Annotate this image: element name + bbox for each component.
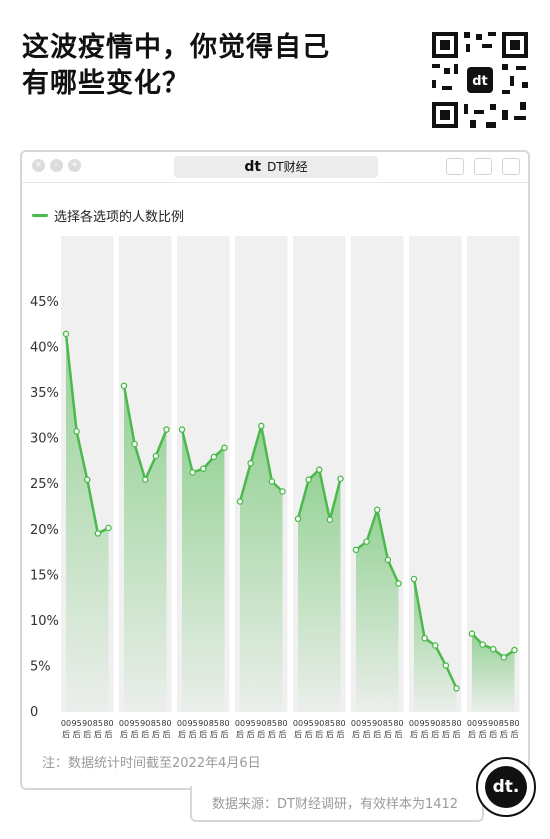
dt-logo: dt. <box>476 757 536 817</box>
panel-title: 和身边人 的关系更 亲密 <box>179 247 228 293</box>
legend-label: 选择各选项的人数比例 <box>54 210 185 225</box>
share-icon <box>474 158 492 175</box>
window-title-bar: × – + dt DT财经 <box>22 152 528 183</box>
panel-title: 体重提升 <box>121 247 170 261</box>
panel-title: 体重减轻 <box>353 247 402 261</box>
source-box <box>190 786 484 822</box>
address-bar: dt DT财经 <box>174 156 378 178</box>
copy-icon <box>502 158 520 175</box>
legend-swatch <box>32 214 48 217</box>
panel-title: 厨艺精进 <box>237 247 286 261</box>
brand-name: DT财经 <box>267 160 308 174</box>
panel-title: 情绪低落 感到孤独 <box>63 247 112 277</box>
brand-mark: dt <box>244 159 262 175</box>
chart-legend: 选择各选项的人数比例 <box>32 206 184 225</box>
record-icon <box>446 158 464 175</box>
panel-title: 家务能力 提升 <box>295 247 344 277</box>
footnote: 注：数据统计时间截至2022年4月6日 <box>42 756 261 771</box>
close-icon: × <box>32 159 45 172</box>
maximize-icon: + <box>68 159 81 172</box>
qr-code: dt <box>430 30 530 130</box>
logo-text: dt. <box>485 766 527 808</box>
panel-title: 和身边人 的关系更 加疏离 <box>411 247 460 293</box>
panel-title: 植物认识 能力提升 <box>469 247 518 277</box>
page-title: 这波疫情中，你觉得自己有哪些变化？ <box>22 32 330 99</box>
svg-text:dt: dt <box>472 74 488 89</box>
data-source: 数据来源：DT财经调研，有效样本为1412 <box>212 797 459 812</box>
minimize-icon: – <box>50 159 63 172</box>
